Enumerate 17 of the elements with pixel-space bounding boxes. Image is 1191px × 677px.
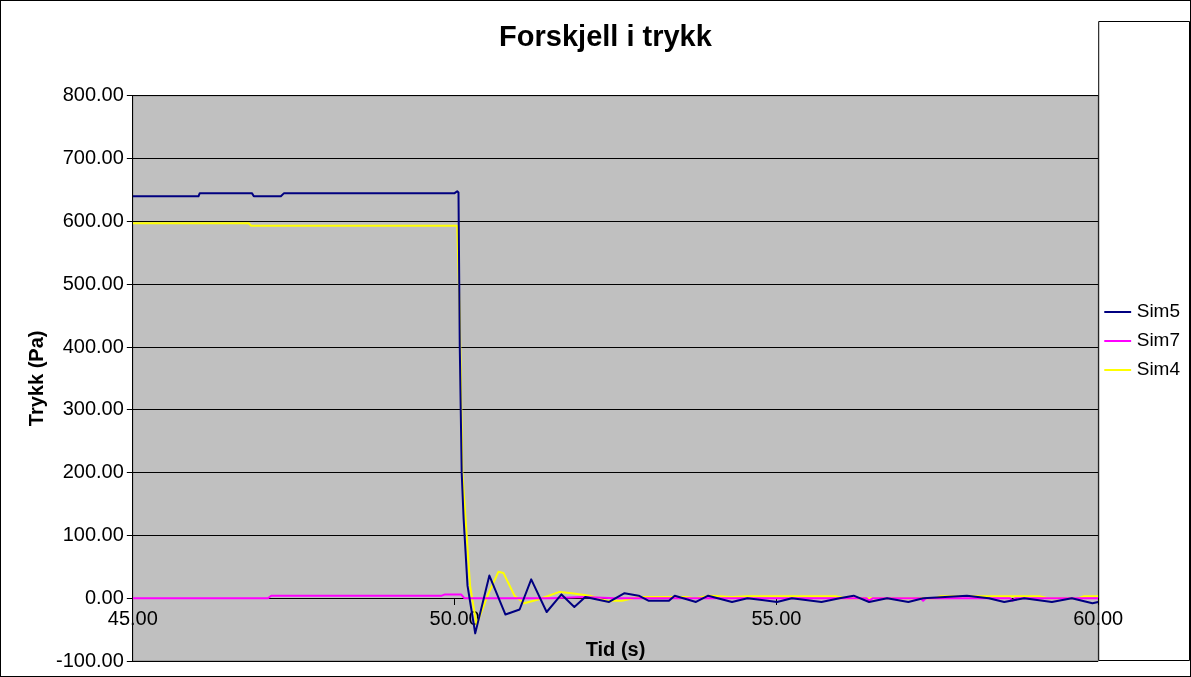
- y-tick-label: 500.00: [62, 271, 124, 294]
- y-tick-label: 300.00: [62, 397, 124, 420]
- legend-label: Sim5: [1136, 300, 1181, 322]
- y-tick-label: -100.00: [55, 648, 124, 671]
- y-tick-label: 700.00: [62, 146, 124, 169]
- y-tick-label: 0.00: [84, 585, 124, 608]
- x-axis-title: Tid (s): [585, 637, 646, 660]
- y-tick-label: 400.00: [62, 334, 124, 357]
- x-tick-label: 55.00: [751, 606, 802, 629]
- y-tick-label: 800.00: [62, 83, 124, 106]
- y-tick-label: 200.00: [62, 460, 124, 483]
- y-axis-title: Trykk (Pa): [24, 330, 47, 427]
- legend-label: Sim7: [1136, 329, 1181, 351]
- chart-title: Forskjell i trykk: [499, 20, 713, 53]
- legend-label: Sim4: [1136, 358, 1181, 380]
- y-tick-label: 600.00: [62, 208, 124, 231]
- y-tick-label: 100.00: [62, 522, 124, 545]
